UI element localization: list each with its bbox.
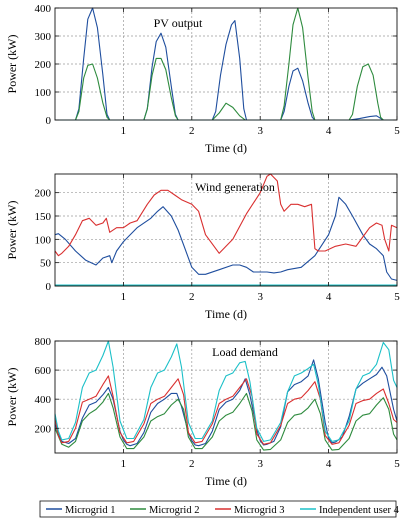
y-tick-label: 400 bbox=[35, 394, 52, 406]
x-tick-label: 1 bbox=[121, 291, 127, 303]
plot-frame bbox=[54, 340, 398, 454]
chart-title: Wind generation bbox=[195, 180, 275, 194]
chart-title: Load demand bbox=[212, 345, 278, 359]
legend-label: Independent user 4 bbox=[319, 505, 400, 516]
x-axis-label: Time (d) bbox=[205, 474, 247, 488]
series-line-microgrid-1 bbox=[54, 359, 398, 447]
y-tick-label: 50 bbox=[40, 258, 52, 270]
x-tick-label: 1 bbox=[121, 458, 127, 470]
x-axis-label: Time (d) bbox=[205, 141, 247, 155]
legend-label: Microgrid 2 bbox=[149, 505, 199, 516]
x-tick-label: 4 bbox=[326, 291, 332, 303]
series-line-microgrid-2 bbox=[54, 392, 398, 451]
y-tick-label: 0 bbox=[46, 115, 52, 127]
x-tick-label: 1 bbox=[121, 125, 127, 137]
x-axis-label: Time (d) bbox=[205, 307, 247, 321]
y-axis-label: Power (kW) bbox=[5, 201, 19, 260]
y-tick-label: 0 bbox=[46, 281, 52, 293]
legend: Microgrid 1 Microgrid 2 Microgrid 3 Indepen… bbox=[39, 500, 400, 518]
x-tick-label: 3 bbox=[257, 291, 263, 303]
y-axis-label: Power (kW) bbox=[5, 35, 19, 94]
y-tick-label: 200 bbox=[35, 423, 52, 435]
y-tick-label: 150 bbox=[35, 211, 52, 223]
series-line-microgrid-3 bbox=[54, 375, 398, 445]
chart-3: 1 2 3 4 5 200 400 600 800 Load demand Time (d) Powe… bbox=[5, 336, 400, 488]
chart-title: PV output bbox=[154, 16, 203, 30]
x-tick-label: 3 bbox=[257, 458, 263, 470]
x-tick-label: 4 bbox=[326, 458, 332, 470]
x-tick-label: 5 bbox=[394, 125, 400, 137]
y-tick-label: 200 bbox=[35, 188, 52, 200]
y-tick-label: 400 bbox=[35, 3, 52, 15]
y-tick-label: 100 bbox=[35, 87, 52, 99]
legend-label: Microgrid 3 bbox=[234, 505, 284, 516]
x-tick-label: 5 bbox=[394, 291, 400, 303]
y-axis-label: Power (kW) bbox=[5, 368, 19, 427]
plot-frame bbox=[54, 173, 398, 287]
chart-1: 1 2 3 4 5 0 100 200 300 400 PV output Time (d) Power… bbox=[5, 3, 400, 155]
series-line-microgrid-2 bbox=[55, 7, 397, 121]
series-line-microgrid-1 bbox=[55, 7, 397, 121]
x-tick-label: 3 bbox=[257, 125, 263, 137]
y-tick-label: 800 bbox=[35, 336, 52, 348]
x-tick-label: 4 bbox=[326, 125, 332, 137]
y-tick-label: 300 bbox=[35, 31, 52, 43]
x-tick-label: 2 bbox=[189, 291, 195, 303]
legend-label: Microgrid 1 bbox=[65, 505, 115, 516]
y-tick-label: 200 bbox=[35, 59, 52, 71]
series-line-microgrid-1 bbox=[54, 196, 398, 281]
series-line-independent-user-4 bbox=[54, 340, 398, 442]
x-tick-label: 2 bbox=[189, 125, 195, 137]
y-tick-label: 100 bbox=[35, 234, 52, 246]
y-tick-label: 600 bbox=[35, 365, 52, 377]
x-tick-label: 2 bbox=[189, 458, 195, 470]
series-line-microgrid-3 bbox=[54, 173, 398, 257]
x-tick-label: 5 bbox=[394, 458, 400, 470]
